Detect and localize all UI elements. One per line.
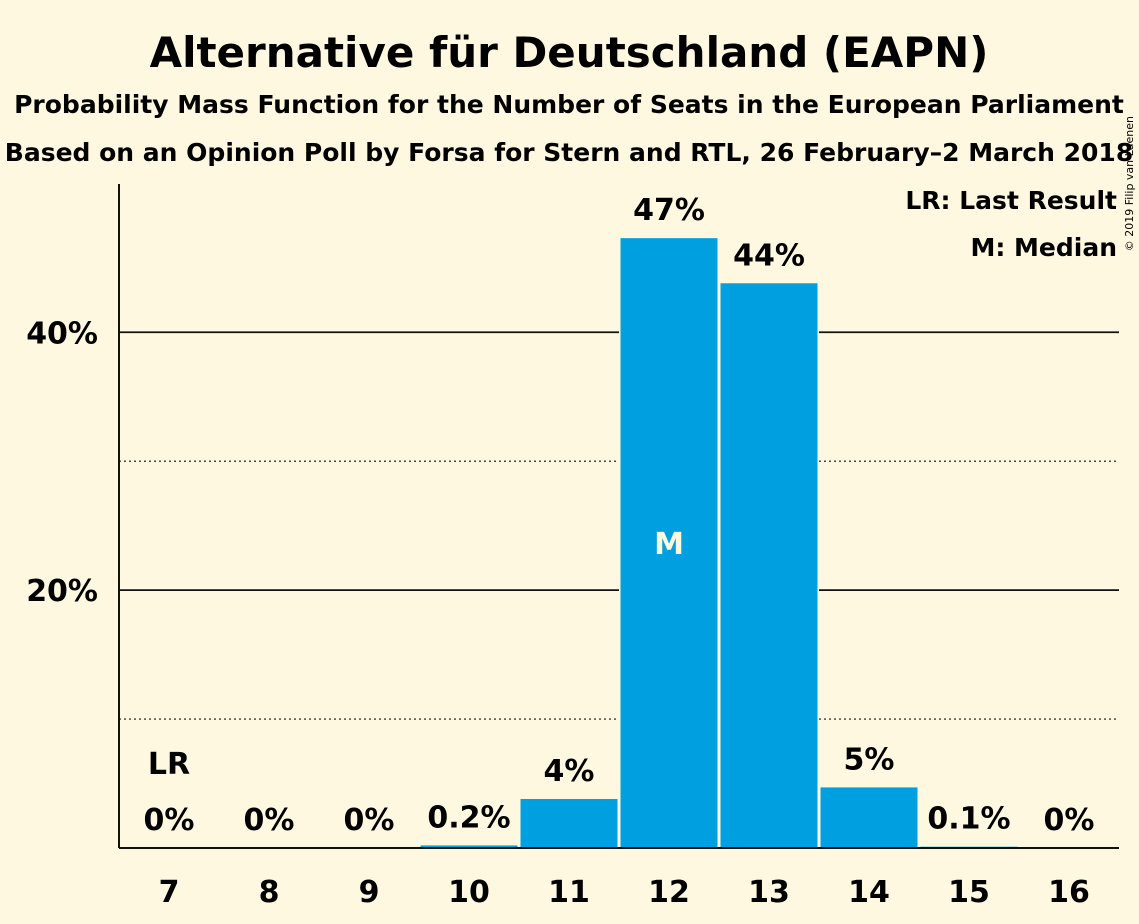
x-tick-label: 13 xyxy=(748,875,790,910)
y-tick-label: 20% xyxy=(26,574,98,609)
x-tick-label: 11 xyxy=(548,875,590,910)
x-tick-label: 7 xyxy=(159,875,180,910)
legend: LR: Last Result M: Median xyxy=(905,186,1117,262)
x-tick-label: 9 xyxy=(359,875,380,910)
data-label: 0% xyxy=(1044,803,1095,838)
data-label: 44% xyxy=(733,238,805,273)
x-tick-label: 15 xyxy=(948,875,990,910)
data-label: 0% xyxy=(344,803,395,838)
bar xyxy=(820,787,918,848)
legend-entry: M: Median xyxy=(970,233,1117,262)
chart-subtitle: Probability Mass Function for the Number… xyxy=(14,90,1124,119)
data-label: 0% xyxy=(244,803,295,838)
median-marker: M xyxy=(654,527,684,562)
y-tick-label: 40% xyxy=(26,316,98,351)
data-label: 0.2% xyxy=(427,800,510,835)
x-tick-label: 12 xyxy=(648,875,690,910)
data-label: 47% xyxy=(633,193,705,228)
chart-subtitle-source: Based on an Opinion Poll by Forsa for St… xyxy=(5,138,1133,167)
bar xyxy=(520,799,618,848)
data-label: 0.1% xyxy=(927,802,1010,837)
chart-title: Alternative für Deutschland (EAPN) xyxy=(150,28,989,77)
bar xyxy=(720,283,818,848)
last-result-marker: LR xyxy=(148,747,190,782)
axes: 20% 40% 7 8 9 10 11 12 13 14 15 16 xyxy=(26,184,1119,910)
data-label: 5% xyxy=(844,742,895,777)
x-tick-label: 14 xyxy=(848,875,890,910)
data-label: 0% xyxy=(144,803,195,838)
x-tick-label: 16 xyxy=(1048,875,1090,910)
bars xyxy=(419,238,1019,848)
legend-entry: LR: Last Result xyxy=(905,186,1117,215)
bar xyxy=(620,238,718,848)
data-labels: 0% LR 0% 0% 0.2% 4% 47% M 44% 5% 0.1% 0% xyxy=(144,193,1095,838)
bar xyxy=(420,845,518,848)
x-tick-label: 10 xyxy=(448,875,490,910)
data-label: 4% xyxy=(544,754,595,789)
copyright-credit: © 2019 Filip van Laenen xyxy=(1123,116,1136,251)
x-tick-label: 8 xyxy=(259,875,280,910)
